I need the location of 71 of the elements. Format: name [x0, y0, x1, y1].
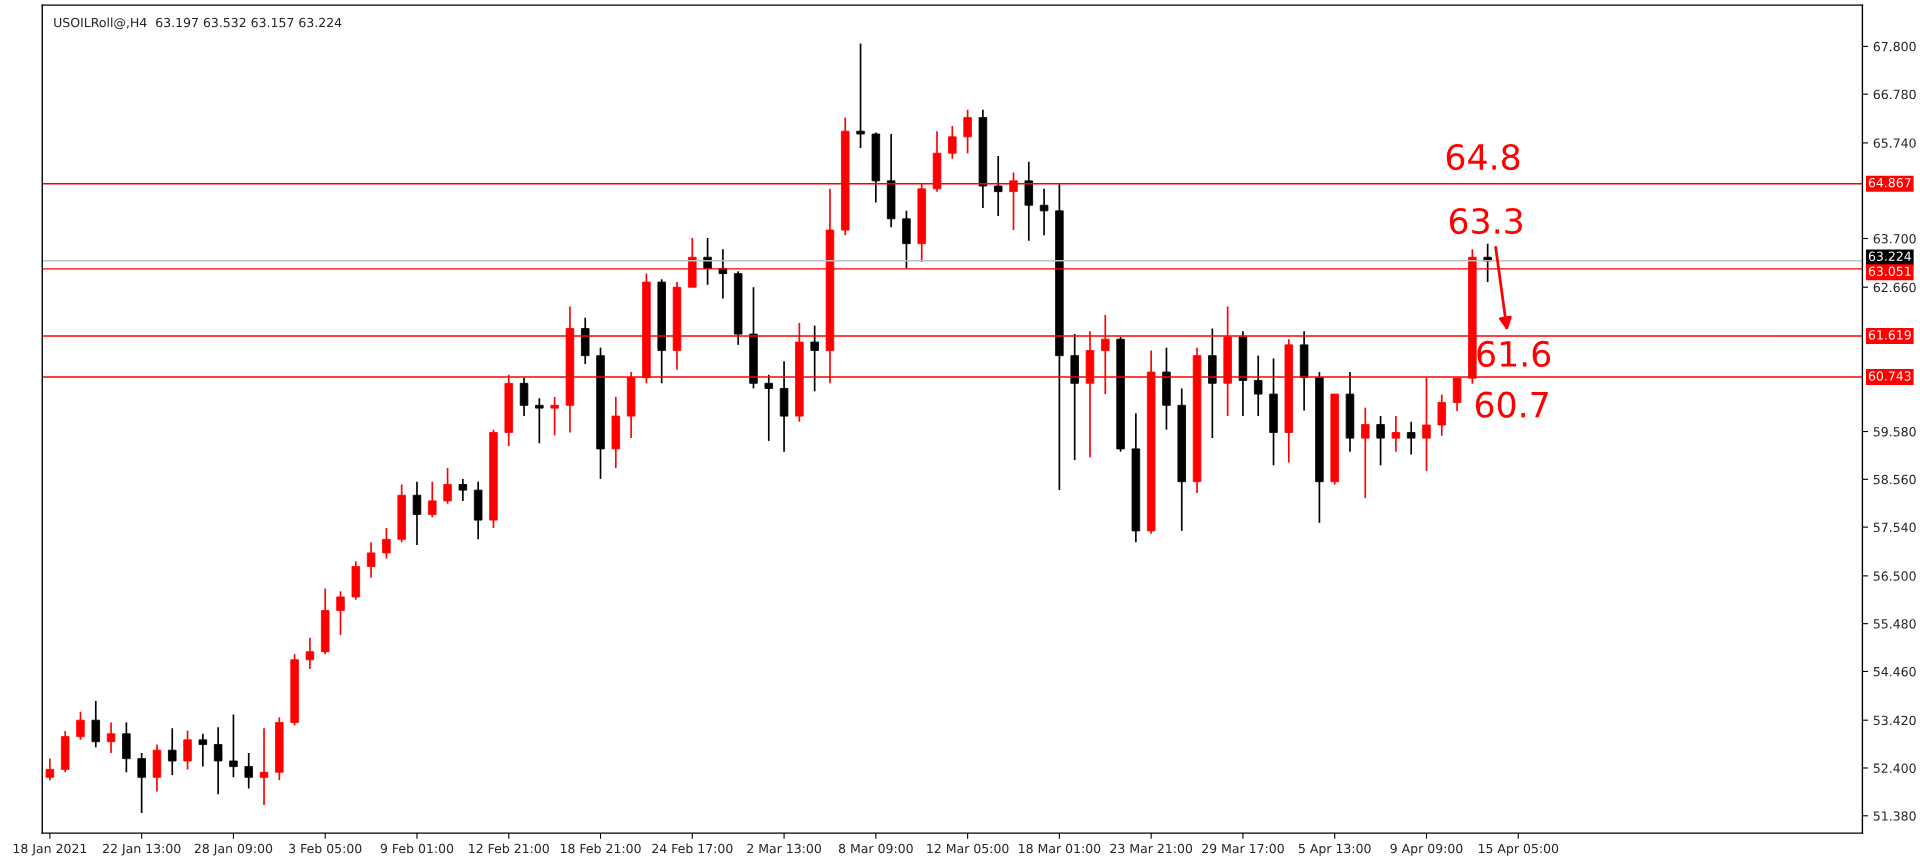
x-tick-label: 29 Mar 17:00 — [1202, 843, 1284, 854]
candlestick — [1391, 415, 1401, 453]
candlestick — [229, 713, 238, 779]
candlestick — [550, 396, 559, 437]
candlestick — [1315, 371, 1324, 524]
y-tick-label: 65.740 — [1873, 138, 1916, 148]
candlestick — [336, 590, 345, 636]
candlestick — [1116, 336, 1125, 453]
candlestick — [443, 467, 452, 505]
x-tick-label: 28 Jan 09:00 — [194, 843, 273, 856]
y-tick-label: 66.780 — [1873, 89, 1916, 100]
candlestick — [535, 397, 544, 445]
x-tick-label: 8 Mar 09:00 — [838, 843, 913, 854]
candlestick — [122, 721, 131, 774]
y-tick-label: 57.540 — [1873, 522, 1916, 533]
candlestick — [489, 428, 498, 529]
x-tick-label: 3 Feb 05:00 — [289, 843, 362, 854]
candlestick — [290, 653, 299, 727]
candlestick — [902, 210, 911, 270]
candlestick — [993, 155, 1003, 217]
x-tick-label: 5 Apr 13:00 — [1298, 843, 1371, 856]
annotation: 64.8 — [1446, 143, 1520, 171]
candlestick — [382, 527, 391, 560]
ref-line-label: 60.743 — [1868, 371, 1911, 381]
y-tick-label: 63.700 — [1873, 233, 1916, 244]
annotation: 63.3 — [1449, 207, 1522, 235]
x-tick-label: 23 Mar 21:00 — [1110, 843, 1193, 854]
candlestick — [183, 729, 192, 771]
x-tick-label: 18 Jan 2021 — [13, 843, 87, 856]
candlestick — [1162, 346, 1171, 431]
annotation: 61.6 — [1477, 340, 1551, 368]
candlestick — [856, 42, 865, 149]
x-tick-label: 12 Feb 21:00 — [469, 843, 549, 854]
x-tick-label: 18 Mar 01:00 — [1019, 843, 1101, 854]
text: USOILRoll@,H4 63.197 63.532 63.157 63.224 — [54, 17, 342, 30]
x-tick-label: 2 Mar 13:00 — [747, 843, 821, 854]
candlestick — [137, 752, 146, 814]
ref-line-label: 63.051 — [1868, 266, 1911, 276]
y-tick-label: 67.800 — [1873, 41, 1916, 52]
y-tick-label: 52.400 — [1873, 763, 1916, 773]
candlestick — [963, 108, 972, 155]
candlestick — [1269, 357, 1278, 467]
ref-line-label: 63.224 — [1868, 251, 1911, 262]
candlestick — [76, 710, 85, 741]
x-tick-label: 9 Apr 09:00 — [1390, 843, 1463, 856]
x-tick-label: 9 Feb 01:00 — [380, 843, 454, 854]
candlestick — [458, 478, 468, 502]
y-tick-label: 53.420 — [1873, 715, 1916, 726]
x-tick-label: 24 Feb 17:00 — [652, 843, 733, 854]
y-tick-label: 51.380 — [1873, 811, 1916, 821]
annotation: 60.7 — [1475, 391, 1548, 418]
y-tick-label: 55.480 — [1873, 619, 1916, 629]
x-tick-label: 15 Apr 05:00 — [1478, 843, 1559, 856]
y-tick-label: 62.660 — [1873, 282, 1916, 293]
candlestick — [1208, 327, 1217, 439]
x-tick-label: 22 Jan 13:00 — [103, 843, 181, 856]
candlestick — [1055, 182, 1064, 491]
candlestick — [198, 732, 208, 768]
y-tick-label: 56.500 — [1873, 571, 1916, 581]
candlestick — [1039, 187, 1049, 237]
ref-line-label: 64.867 — [1868, 177, 1911, 188]
candlestick — [810, 324, 819, 393]
ref-line-label: 61.619 — [1868, 330, 1911, 340]
y-tick-label: 54.460 — [1873, 666, 1916, 677]
x-tick-label: 18 Feb 21:00 — [560, 843, 641, 854]
candlestick — [1376, 415, 1385, 467]
candlestick — [1406, 420, 1416, 456]
y-tick-label: 59.580 — [1873, 427, 1916, 437]
y-tick-label: 58.560 — [1873, 474, 1916, 485]
x-tick-label: 12 Mar 05:00 — [927, 843, 1009, 854]
candlestick — [596, 346, 605, 480]
